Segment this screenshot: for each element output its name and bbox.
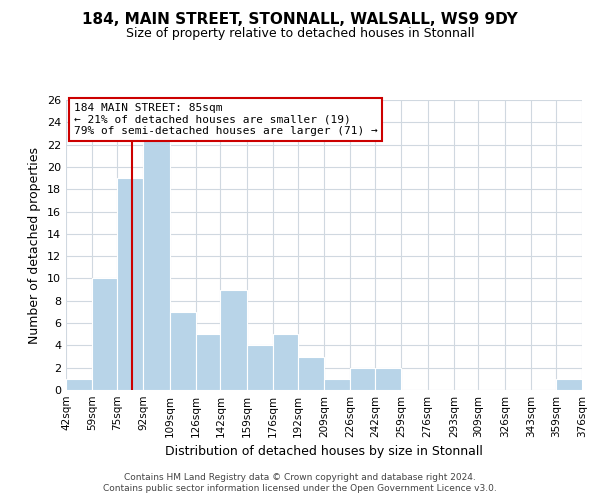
Text: Contains public sector information licensed under the Open Government Licence v3: Contains public sector information licen… [103,484,497,493]
Bar [298,356,324,390]
Text: Size of property relative to detached houses in Stonnall: Size of property relative to detached ho… [125,28,475,40]
Bar [273,334,298,390]
Bar [92,278,117,390]
Bar [556,379,582,390]
Bar [220,290,247,390]
Bar [170,312,196,390]
Bar [375,368,401,390]
Bar [117,178,143,390]
Text: 184, MAIN STREET, STONNALL, WALSALL, WS9 9DY: 184, MAIN STREET, STONNALL, WALSALL, WS9… [82,12,518,28]
Bar [350,368,375,390]
Bar [247,346,273,390]
Text: Contains HM Land Registry data © Crown copyright and database right 2024.: Contains HM Land Registry data © Crown c… [124,472,476,482]
Bar [143,134,170,390]
Y-axis label: Number of detached properties: Number of detached properties [28,146,41,344]
Bar [196,334,220,390]
Text: 184 MAIN STREET: 85sqm
← 21% of detached houses are smaller (19)
79% of semi-det: 184 MAIN STREET: 85sqm ← 21% of detached… [74,103,377,136]
X-axis label: Distribution of detached houses by size in Stonnall: Distribution of detached houses by size … [165,446,483,458]
Bar [66,379,92,390]
Bar [324,379,350,390]
